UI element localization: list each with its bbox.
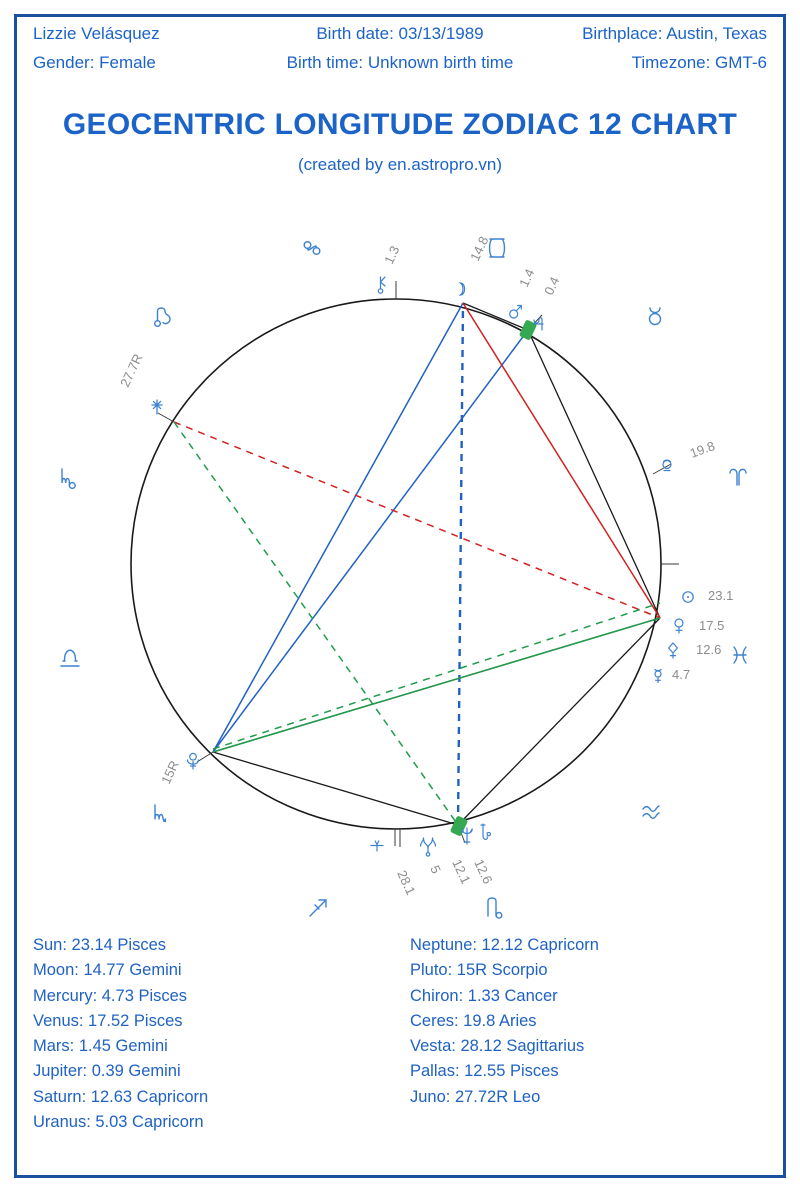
svg-text:12.1: 12.1 — [449, 857, 473, 886]
svg-text:14.8: 14.8 — [467, 234, 491, 263]
svg-text:1.4: 1.4 — [516, 267, 537, 290]
svg-text:15R: 15R — [158, 758, 182, 786]
svg-text:28.1: 28.1 — [394, 868, 418, 897]
svg-text:12.6: 12.6 — [471, 857, 495, 886]
svg-text:19.8: 19.8 — [688, 438, 717, 461]
svg-text:0.4: 0.4 — [541, 275, 562, 298]
svg-text:4.7: 4.7 — [672, 667, 690, 682]
svg-text:23.1: 23.1 — [708, 588, 733, 603]
svg-text:1.3: 1.3 — [381, 244, 402, 267]
svg-text:27.7R: 27.7R — [117, 351, 145, 389]
svg-text:12.6: 12.6 — [696, 642, 721, 657]
svg-text:5: 5 — [427, 863, 444, 876]
svg-text:17.5: 17.5 — [699, 618, 724, 633]
